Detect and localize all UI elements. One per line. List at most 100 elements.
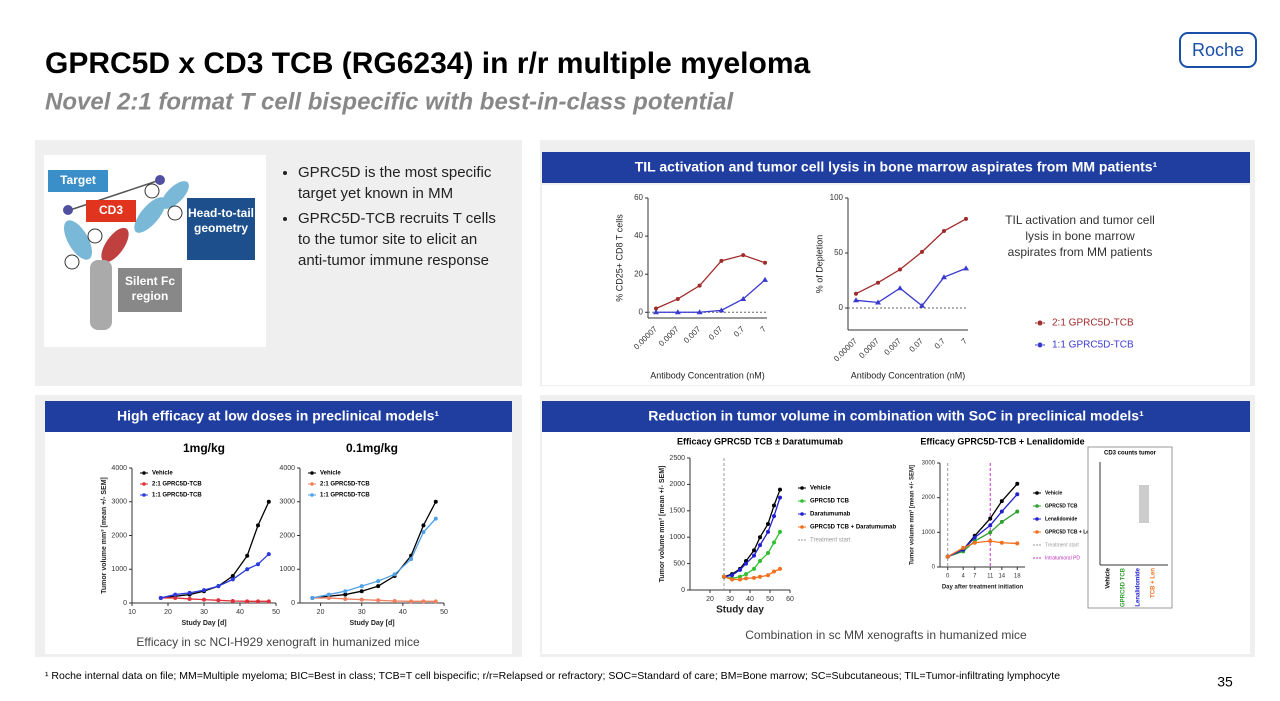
- x-axis-label: Day after treatment initiation: [942, 585, 1024, 591]
- y-tick-label: 0: [291, 600, 295, 607]
- marker: [392, 572, 397, 577]
- marker: [778, 529, 782, 534]
- marker: [1015, 481, 1020, 486]
- marker: [343, 589, 348, 594]
- y-tick-label: 0: [932, 565, 936, 571]
- chart-bg: [45, 432, 512, 654]
- x-tick-label: 40: [399, 609, 407, 616]
- marker: [999, 519, 1004, 524]
- chart-title: 1mg/kg: [183, 441, 225, 455]
- marker: [1015, 492, 1020, 497]
- marker: [359, 584, 364, 589]
- y-tick-label: 1000: [279, 566, 295, 573]
- marker: [854, 291, 858, 296]
- marker: [245, 553, 250, 558]
- x-tick-label: 7: [758, 324, 768, 334]
- inset-box: [1087, 446, 1173, 609]
- page-number: 35: [1217, 674, 1233, 690]
- marker: [245, 567, 250, 572]
- marker: [722, 574, 726, 579]
- legend-marker: [800, 512, 804, 516]
- caption: Combination in sc MM xenografts in human…: [745, 628, 1027, 642]
- marker: [738, 567, 742, 572]
- legend-label: Treatment start: [1045, 542, 1079, 548]
- marker: [256, 523, 260, 528]
- marker: [654, 306, 658, 311]
- marker: [741, 253, 746, 258]
- y-axis-label: Tumor volume mm³ [mean +/- SEM]: [101, 477, 108, 594]
- marker: [999, 499, 1004, 504]
- marker: [376, 584, 381, 589]
- marker: [266, 599, 271, 604]
- inset-category: Vehicle: [1106, 567, 1112, 588]
- legend-marker: [142, 482, 146, 486]
- x-tick-label: 20: [317, 609, 325, 616]
- chart-bg: [542, 185, 1250, 385]
- marker: [173, 592, 178, 597]
- y-tick-label: 2000: [922, 495, 936, 501]
- x-tick-label: 7: [973, 574, 977, 580]
- x-axis-label: Study Day [d]: [349, 620, 394, 627]
- x-tick-label: 30: [726, 596, 734, 603]
- legend-marker: [142, 471, 146, 475]
- marker: [898, 267, 902, 272]
- marker: [421, 530, 426, 535]
- marker: [758, 574, 762, 579]
- marker: [758, 543, 762, 548]
- inset-title: CD3 counts tumor: [1104, 451, 1157, 457]
- y-tick-label: 50: [834, 248, 843, 257]
- marker: [376, 598, 381, 603]
- label-box: [187, 198, 255, 260]
- panel-header: [45, 401, 512, 432]
- marker: [942, 229, 946, 233]
- legend-marker: [310, 493, 314, 497]
- y-tick-label: 2000: [111, 532, 127, 539]
- y-tick-label: 1000: [111, 566, 127, 573]
- chart-title: Efficacy GPRC5D TCB ± Daratumumab: [677, 436, 843, 446]
- legend-label: 1:1 GPRC5D-TCB: [152, 493, 202, 499]
- diagram-label: Head-to-tail geometry: [188, 206, 254, 235]
- legend-marker: [142, 493, 146, 497]
- marker: [988, 523, 993, 528]
- y-tick-label: 60: [634, 193, 643, 202]
- legend-label: Vehicle: [1045, 490, 1062, 496]
- marker: [1015, 509, 1020, 514]
- marker: [674, 309, 681, 315]
- marker: [941, 274, 947, 280]
- x-tick-label: 50: [272, 609, 280, 616]
- inset-category: TCB + Len: [1151, 568, 1157, 598]
- legend-marker: [800, 486, 804, 490]
- panel-title: TIL activation and tumor cell lysis in b…: [635, 159, 1158, 175]
- y-tick-label: 1000: [669, 534, 685, 541]
- y-tick-label: 3000: [922, 461, 936, 467]
- marker: [326, 592, 331, 597]
- marker: [433, 516, 438, 521]
- marker: [1015, 541, 1020, 546]
- marker: [718, 307, 725, 313]
- marker: [433, 499, 438, 504]
- legend-label: Intratumoral PD: [1045, 555, 1080, 561]
- legend-marker: [310, 471, 314, 475]
- marker: [359, 597, 364, 602]
- y-tick-label: 0: [839, 303, 844, 312]
- x-tick-label: 60: [786, 596, 794, 603]
- marker: [752, 575, 756, 580]
- marker: [988, 530, 993, 535]
- marker: [897, 285, 903, 291]
- marker: [392, 598, 397, 603]
- annotation-box: TIL activation and tumor cell lysis in b…: [1005, 213, 1155, 259]
- marker: [696, 309, 703, 315]
- marker: [187, 590, 192, 595]
- marker: [766, 529, 770, 534]
- series-line: [855, 267, 967, 307]
- marker: [343, 592, 348, 597]
- x-axis-label: Antibody Concentration (nM): [851, 370, 966, 380]
- chart-title: 0.1mg/kg: [346, 441, 398, 455]
- legend-label: Lenalidomide: [1045, 516, 1077, 522]
- legend-marker: [800, 499, 804, 503]
- y-tick-label: 0: [123, 600, 127, 607]
- marker: [173, 595, 178, 600]
- bullet: GPRC5D is the most specific target yet k…: [298, 162, 508, 204]
